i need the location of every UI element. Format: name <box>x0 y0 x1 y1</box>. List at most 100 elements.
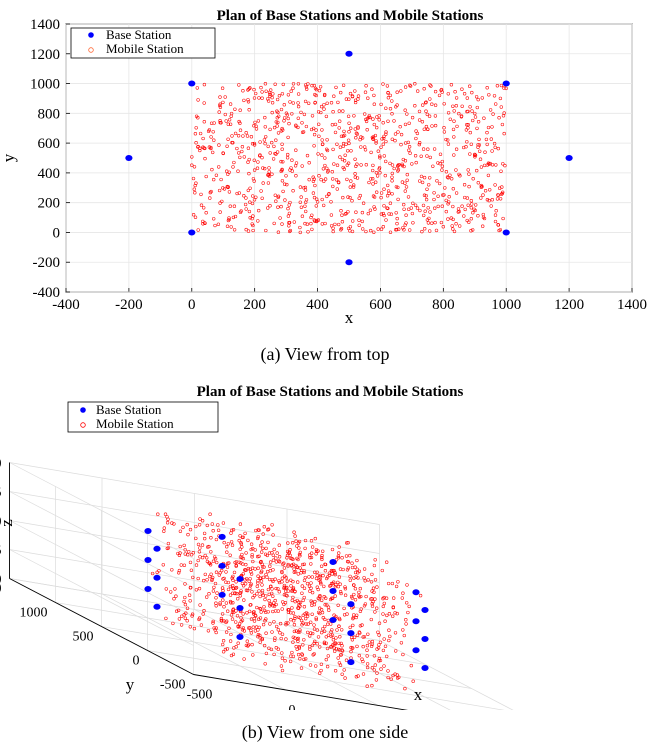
mobile-station-point <box>473 115 478 119</box>
chart-title: Plan of Base Stations and Mobile Station… <box>197 384 464 400</box>
mobile-station-point <box>319 608 324 612</box>
mobile-station-point <box>327 571 332 575</box>
mobile-station-point <box>353 565 357 569</box>
mobile-station-point <box>336 554 340 558</box>
mobile-station-point <box>441 225 445 229</box>
mobile-station-point <box>164 587 168 591</box>
mobile-station-point <box>282 561 286 565</box>
base-station-point <box>347 630 355 637</box>
side-view-chart: Plan of Base Stations and Mobile Station… <box>0 384 514 710</box>
mobile-station-point <box>356 125 360 129</box>
mobile-station-point <box>242 629 247 633</box>
mobile-station-point <box>425 112 429 117</box>
mobile-station-point <box>407 148 411 152</box>
mobile-station-point <box>355 132 359 136</box>
base-station-point <box>144 557 152 563</box>
mobile-station-point <box>359 594 363 599</box>
mobile-station-point <box>270 101 275 105</box>
y-tick-label: -400 <box>33 285 61 301</box>
mobile-station-point <box>339 641 343 646</box>
mobile-station-point <box>373 597 377 601</box>
mobile-station-point <box>205 595 209 599</box>
mobile-station-point <box>242 155 246 159</box>
mobile-station-point <box>270 578 274 582</box>
mobile-station-point <box>283 198 287 202</box>
mobile-station-point <box>322 103 326 107</box>
y-tick-label: 400 <box>38 166 61 182</box>
mobile-station-point <box>456 207 461 211</box>
mobile-station-point <box>359 163 363 167</box>
mobile-station-point <box>387 612 392 616</box>
mobile-station-point <box>480 184 484 189</box>
mobile-station-point <box>278 631 282 635</box>
base-station-point <box>412 647 420 654</box>
mobile-station-point <box>257 554 261 558</box>
mobile-station-point <box>387 191 391 195</box>
mobile-station-point <box>187 550 191 554</box>
legend: Base Station Mobile Station <box>67 401 219 433</box>
mobile-station-point <box>322 629 327 633</box>
mobile-station-point <box>283 182 287 186</box>
mobile-station-point <box>309 581 313 585</box>
mobile-station-point <box>372 122 376 127</box>
mobile-station-point <box>259 189 263 193</box>
mobile-station-point <box>351 623 355 628</box>
mobile-station-point <box>233 131 238 136</box>
mobile-station-point <box>244 643 249 648</box>
mobile-station-point <box>334 583 338 587</box>
mobile-station-point <box>446 176 450 180</box>
mobile-station-point <box>265 575 269 579</box>
mobile-station-point <box>234 609 238 613</box>
mobile-station-point <box>238 534 242 538</box>
mobile-station-point <box>238 128 243 132</box>
mobile-station-point <box>256 579 260 583</box>
mobile-station-point <box>382 136 386 141</box>
mobile-station-point <box>378 171 382 175</box>
mobile-station-point <box>353 598 358 602</box>
mobile-station-point <box>371 117 375 121</box>
mobile-station-point <box>499 169 503 173</box>
mobile-station-point <box>185 606 190 610</box>
mobile-station-point <box>313 570 317 574</box>
mobile-station-point <box>165 521 170 525</box>
mobile-station-point <box>234 580 238 584</box>
mobile-station-point <box>296 82 301 86</box>
mobile-station-point <box>363 602 368 606</box>
mobile-station-point <box>285 594 289 598</box>
mobile-station-point <box>323 156 327 160</box>
mobile-station-point <box>263 619 267 623</box>
mobile-station-point <box>348 91 353 96</box>
mobile-station-point <box>329 224 334 228</box>
mobile-station-point <box>373 610 377 614</box>
mobile-station-point <box>404 213 408 217</box>
mobile-station-point <box>490 149 494 153</box>
mobile-station-point <box>393 132 398 136</box>
mobile-station-point <box>228 584 233 589</box>
mobile-station-point <box>343 676 347 680</box>
mobile-station-point <box>263 166 267 171</box>
mobile-station-point <box>214 570 219 574</box>
mobile-station-point <box>298 225 302 230</box>
mobile-station-point <box>375 671 379 675</box>
mobile-station-point <box>311 175 315 179</box>
mobile-station-point <box>227 561 231 565</box>
mobile-station-point <box>192 187 196 191</box>
mobile-station-point <box>395 216 399 221</box>
mobile-station-point <box>465 140 469 144</box>
mobile-station-point <box>284 637 288 641</box>
mobile-station-point <box>367 180 371 185</box>
mobile-station-point <box>179 623 184 627</box>
legend-box <box>67 401 219 433</box>
mobile-station-point <box>368 208 373 212</box>
mobile-station-point <box>229 531 233 535</box>
mobile-station-point <box>400 163 405 168</box>
mobile-station-point <box>309 539 314 543</box>
mobile-station-point <box>203 553 207 558</box>
mobile-station-point <box>319 104 324 109</box>
mobile-station-point <box>250 590 254 594</box>
mobile-station-point <box>455 124 459 129</box>
mobile-station-point <box>310 83 314 88</box>
mobile-station-point <box>462 183 467 187</box>
mobile-station-point <box>320 153 324 157</box>
mobile-station-point <box>207 128 212 132</box>
